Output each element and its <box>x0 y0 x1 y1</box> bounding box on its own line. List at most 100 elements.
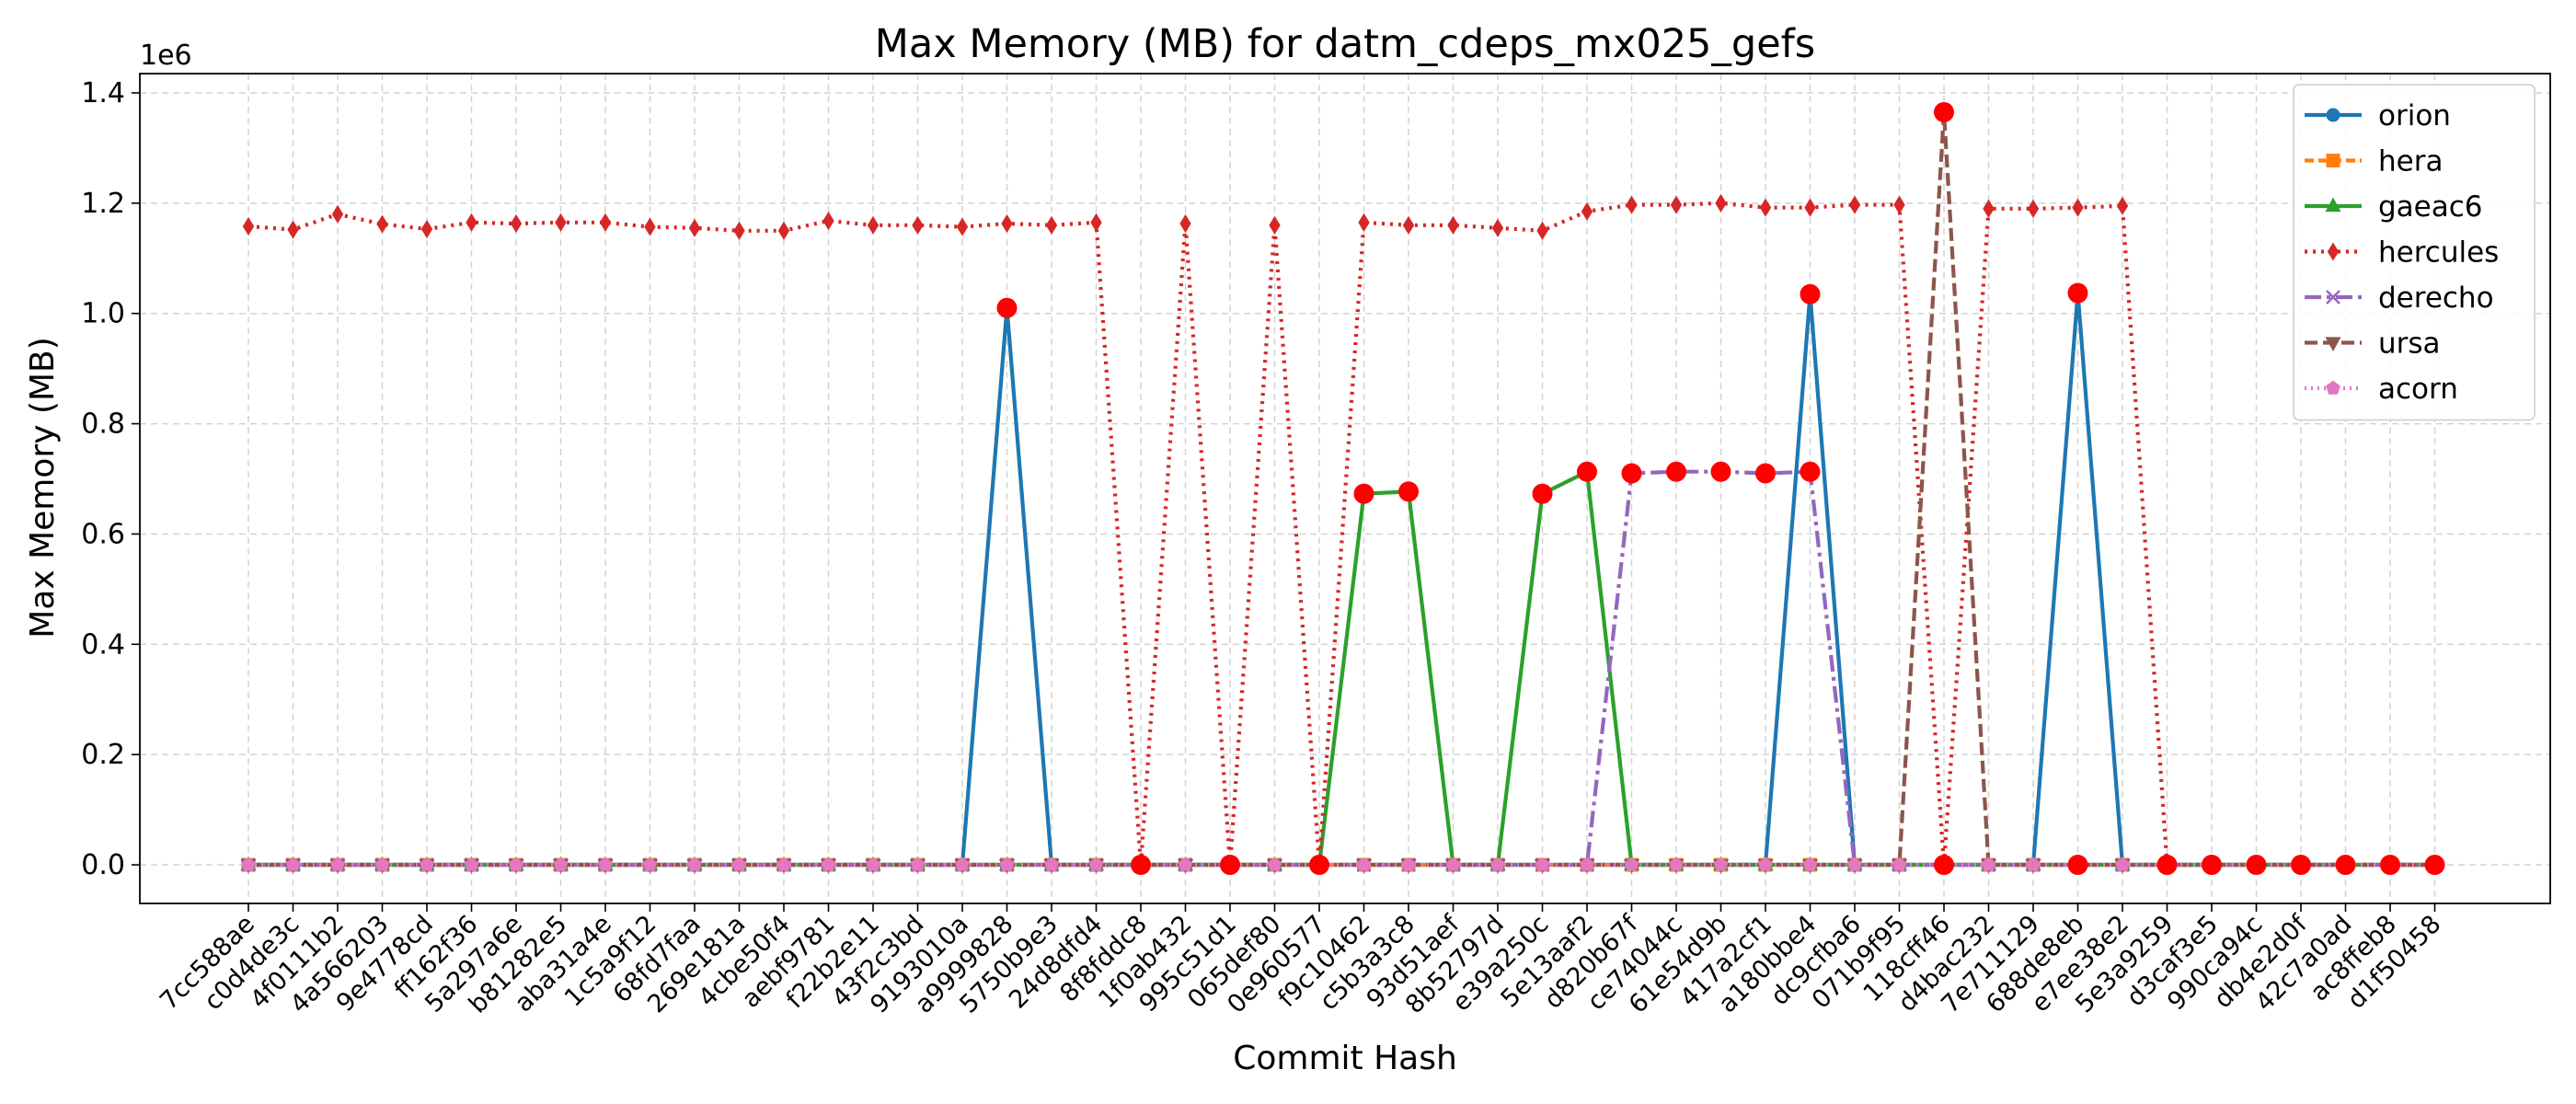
highlight-point <box>1800 461 1821 482</box>
point-acorn <box>642 857 658 871</box>
point-hercules <box>1670 195 1683 214</box>
point-acorn <box>1490 857 1505 871</box>
y-tick-label: 0.4 <box>81 628 125 661</box>
point-acorn <box>1044 857 1059 871</box>
point-acorn <box>776 857 791 871</box>
point-acorn <box>866 857 880 871</box>
legend-label: acorn <box>2378 373 2458 406</box>
point-acorn <box>1669 857 1684 871</box>
point-hercules <box>733 221 745 240</box>
point-acorn <box>955 857 970 871</box>
point-hercules <box>1045 215 1058 235</box>
highlight-point <box>2246 855 2267 876</box>
highlight-point <box>996 297 1018 318</box>
highlight-point <box>1131 855 1151 876</box>
point-hercules <box>956 217 969 236</box>
legend-box <box>2293 84 2536 421</box>
point-hercules <box>331 204 344 224</box>
point-hercules <box>688 218 701 237</box>
highlight-point <box>1800 283 1821 305</box>
point-acorn <box>731 857 747 871</box>
point-acorn <box>1981 857 1996 871</box>
highlight-point <box>2380 855 2400 876</box>
point-hercules <box>1001 213 1013 234</box>
point-hercules <box>1447 215 1459 235</box>
point-acorn <box>1267 857 1282 871</box>
point-acorn <box>1535 857 1550 871</box>
legend-label: orion <box>2378 99 2451 132</box>
point-acorn <box>1178 857 1193 871</box>
y-tick-label: 0.2 <box>81 739 125 771</box>
point-acorn <box>1758 857 1773 871</box>
point-acorn <box>464 857 479 871</box>
highlight-point <box>1220 855 1240 876</box>
point-hercules <box>1179 213 1191 234</box>
chart-title: Max Memory (MB) for datm_cdeps_mx025_gef… <box>875 21 1815 67</box>
y-tick-label: 0.0 <box>81 849 125 881</box>
point-acorn <box>553 857 569 871</box>
point-acorn <box>1847 857 1862 871</box>
point-acorn <box>330 857 345 871</box>
y-axis-label: Max Memory (MB) <box>24 337 62 638</box>
point-hercules <box>599 213 612 232</box>
point-acorn <box>1802 857 1818 871</box>
legend-item-acorn: acorn <box>2305 373 2458 406</box>
legend-marker <box>2327 242 2340 261</box>
point-hercules <box>1626 195 1638 214</box>
point-hercules <box>1804 198 1816 217</box>
point-acorn <box>1580 857 1594 871</box>
point-acorn <box>2026 857 2041 871</box>
y-tick-label: 0.6 <box>81 518 125 550</box>
point-acorn <box>2115 857 2130 871</box>
point-hercules <box>1536 221 1548 240</box>
y-tick-label: 1.0 <box>81 298 125 330</box>
y-scale-label: 1e6 <box>140 40 192 72</box>
point-acorn <box>285 857 301 871</box>
point-acorn <box>420 857 434 871</box>
highlight-point <box>2067 282 2088 304</box>
highlight-point <box>2202 855 2222 876</box>
point-hercules <box>1759 198 1772 217</box>
point-hercules <box>2072 198 2084 217</box>
highlight-group <box>996 101 2445 876</box>
point-hercules <box>1269 215 1281 235</box>
legend-item-gaeac6: gaeac6 <box>2305 190 2483 224</box>
series-line-hercules <box>247 201 2435 868</box>
legend-marker <box>2326 154 2340 167</box>
highlight-point <box>1934 101 1954 122</box>
point-hercules <box>912 215 924 235</box>
highlight-point <box>1309 855 1329 876</box>
legend-label: ursa <box>2378 328 2441 361</box>
point-hercules <box>466 213 477 232</box>
point-hercules <box>822 211 834 231</box>
point-acorn <box>598 857 613 871</box>
point-hercules <box>644 217 656 236</box>
point-acorn <box>509 857 523 871</box>
highlight-point <box>1532 483 1553 504</box>
point-hercules <box>1983 199 1995 218</box>
point-hercules <box>867 215 880 235</box>
legend-marker <box>2325 197 2341 213</box>
highlight-point <box>2067 855 2088 876</box>
legend-item-hercules: hercules <box>2305 236 2499 270</box>
legend-label: derecho <box>2378 282 2494 315</box>
legend-item-hera: hera <box>2305 145 2443 178</box>
highlight-point <box>2156 855 2178 876</box>
highlight-point <box>1755 463 1776 484</box>
legend-item-ursa: ursa <box>2305 328 2441 361</box>
point-acorn <box>1356 857 1372 871</box>
legend-item-orion: orion <box>2305 99 2451 132</box>
highlight-point <box>1934 855 1954 876</box>
point-hercules <box>1715 193 1727 213</box>
point-acorn <box>1713 857 1729 871</box>
point-acorn <box>910 857 926 871</box>
point-hercules <box>1848 195 1861 214</box>
y-tick-label: 1.4 <box>81 77 125 109</box>
point-hercules <box>1090 213 1102 232</box>
point-acorn <box>1445 857 1461 871</box>
highlight-point <box>2291 855 2311 876</box>
point-hercules <box>376 214 388 234</box>
highlight-point <box>1353 483 1374 504</box>
point-acorn <box>687 857 702 871</box>
